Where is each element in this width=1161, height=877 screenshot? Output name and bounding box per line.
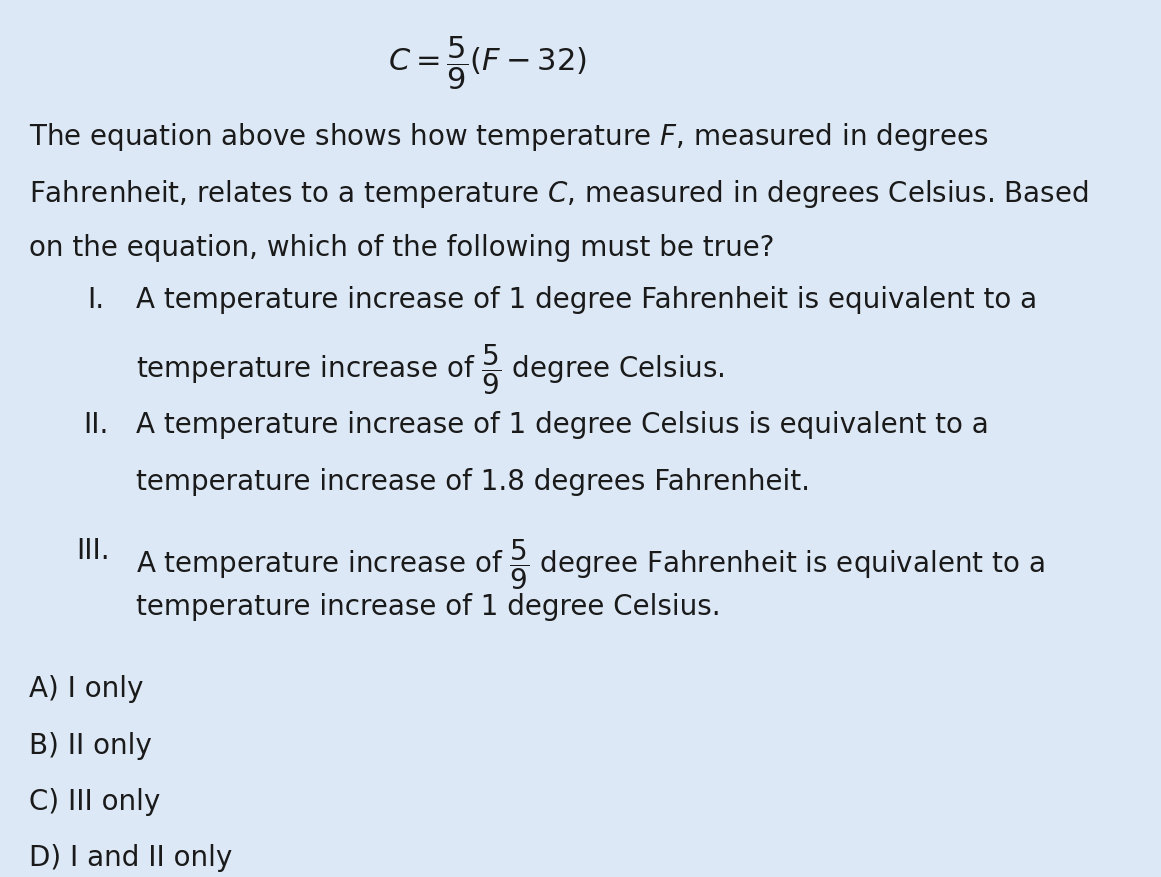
Text: A) I only: A) I only [29, 675, 144, 703]
Text: II.: II. [82, 411, 108, 439]
Text: A temperature increase of 1 degree Celsius is equivalent to a: A temperature increase of 1 degree Celsi… [137, 411, 989, 439]
Text: temperature increase of 1 degree Celsius.: temperature increase of 1 degree Celsius… [137, 593, 721, 621]
Text: Fahrenheit, relates to a temperature $\mathit{C}$, measured in degrees Celsius. : Fahrenheit, relates to a temperature $\m… [29, 177, 1089, 210]
Text: on the equation, which of the following must be true?: on the equation, which of the following … [29, 234, 774, 262]
Text: D) I and II only: D) I and II only [29, 845, 232, 873]
Text: A temperature increase of 1 degree Fahrenheit is equivalent to a: A temperature increase of 1 degree Fahre… [137, 286, 1038, 314]
Text: B) II only: B) II only [29, 731, 152, 759]
Text: I.: I. [88, 286, 104, 314]
Text: C) III only: C) III only [29, 788, 160, 816]
Text: III.: III. [75, 537, 109, 565]
Text: $C = \dfrac{5}{9}(F - 32)$: $C = \dfrac{5}{9}(F - 32)$ [388, 34, 586, 92]
Text: The equation above shows how temperature $\mathit{F}$, measured in degrees: The equation above shows how temperature… [29, 121, 989, 153]
Text: temperature increase of 1.8 degrees Fahrenheit.: temperature increase of 1.8 degrees Fahr… [137, 467, 810, 496]
Text: A temperature increase of $\dfrac{5}{9}$ degree Fahrenheit is equivalent to a: A temperature increase of $\dfrac{5}{9}$… [137, 537, 1045, 591]
Text: temperature increase of $\dfrac{5}{9}$ degree Celsius.: temperature increase of $\dfrac{5}{9}$ d… [137, 342, 726, 396]
